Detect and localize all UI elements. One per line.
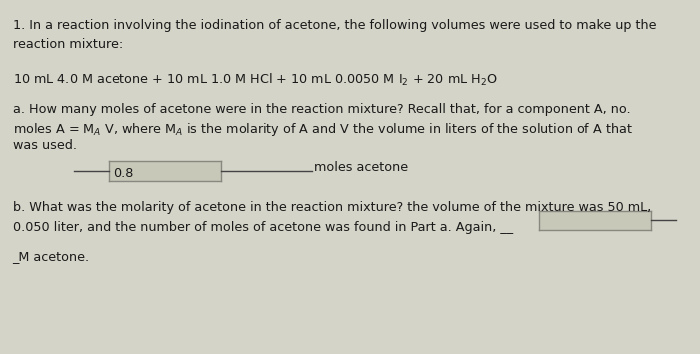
Text: moles A = M$_A$ V, where M$_A$ is the molarity of A and V the volume in liters o: moles A = M$_A$ V, where M$_A$ is the mo… [13, 121, 633, 138]
Text: 1. In a reaction involving the iodination of acetone, the following volumes were: 1. In a reaction involving the iodinatio… [13, 19, 656, 33]
Text: 0.050 liter, and the number of moles of acetone was found in Part a. Again, __: 0.050 liter, and the number of moles of … [13, 221, 512, 234]
Text: moles acetone: moles acetone [314, 161, 407, 175]
Text: 10 mL 4.0 M acetone + 10 mL 1.0 M HCl + 10 mL 0.0050 M I$_2$ + 20 mL H$_2$O: 10 mL 4.0 M acetone + 10 mL 1.0 M HCl + … [13, 72, 497, 87]
Text: a. How many moles of acetone were in the reaction mixture? Recall that, for a co: a. How many moles of acetone were in the… [13, 103, 630, 116]
Text: 0.8: 0.8 [113, 167, 134, 180]
Text: _M acetone.: _M acetone. [13, 250, 90, 263]
Text: reaction mixture:: reaction mixture: [13, 38, 123, 51]
Text: b. What was the molarity of acetone in the reaction mixture? the volume of the m: b. What was the molarity of acetone in t… [13, 201, 651, 214]
Text: was used.: was used. [13, 139, 76, 152]
